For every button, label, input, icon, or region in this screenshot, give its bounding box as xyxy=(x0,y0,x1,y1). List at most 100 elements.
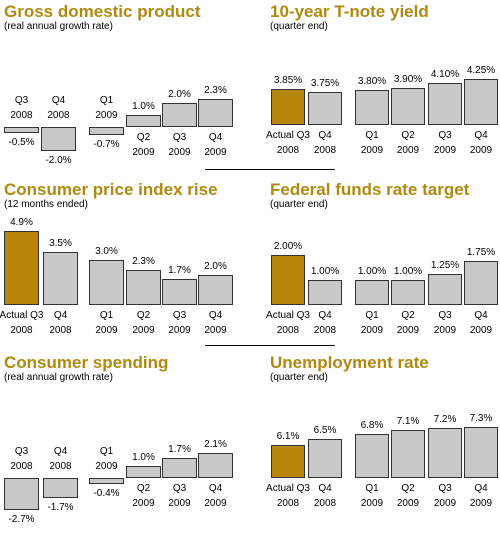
chart-subtitle: (quarter end) xyxy=(270,372,328,383)
data-label: 4.25% xyxy=(466,65,496,76)
data-label: 1.7% xyxy=(168,265,191,276)
data-label: 1.25% xyxy=(430,260,460,271)
bar xyxy=(198,99,233,127)
category-label: Q4 2009 xyxy=(204,310,227,336)
bar xyxy=(428,83,462,125)
chart-subtitle: (quarter end) xyxy=(270,199,328,210)
chart-title: Consumer price index rise xyxy=(4,180,218,199)
chart-subtitle: (real annual growth rate) xyxy=(4,372,113,383)
bar xyxy=(198,275,233,305)
category-label: Q3 2009 xyxy=(168,483,191,509)
chart-subtitle: (12 months ended) xyxy=(4,199,88,210)
category-label: Q4 2009 xyxy=(204,483,227,509)
category-label: Q4 2009 xyxy=(469,130,493,156)
chart-subtitle: (quarter end) xyxy=(270,21,328,32)
bar xyxy=(126,270,161,305)
chart-title: Gross domestic product xyxy=(4,2,201,21)
bar xyxy=(355,434,389,478)
category-label: Q4 2009 xyxy=(469,310,493,336)
data-label: 3.75% xyxy=(310,78,340,89)
data-label: 4.10% xyxy=(430,69,460,80)
category-label: Q1 2009 xyxy=(95,446,118,472)
data-label: 3.90% xyxy=(393,74,423,85)
bar xyxy=(308,280,342,305)
category-label: Q2 2009 xyxy=(396,310,420,336)
data-label: 7.2% xyxy=(433,414,457,425)
category-label: Q4 2008 xyxy=(49,310,72,336)
data-label: 6.1% xyxy=(276,431,300,442)
category-label: Q2 2009 xyxy=(396,130,420,156)
data-label: 3.85% xyxy=(273,75,303,86)
category-label: Q1 2009 xyxy=(95,95,118,121)
data-label: 1.00% xyxy=(393,266,423,277)
bar xyxy=(308,439,342,478)
category-label: Q3 2009 xyxy=(168,310,191,336)
data-label: 1.7% xyxy=(168,444,191,455)
category-label: Q4 2008 xyxy=(49,446,72,472)
category-label: Q2 2009 xyxy=(396,483,420,509)
chart-subtitle: (real annual growth rate) xyxy=(4,21,113,32)
chart-title: Unemployment rate xyxy=(270,353,429,372)
bar xyxy=(391,88,425,125)
bar xyxy=(41,127,76,151)
data-label: -0.7% xyxy=(93,139,120,150)
category-label: Q4 2008 xyxy=(313,310,337,336)
bar xyxy=(4,127,39,133)
bar xyxy=(464,261,498,305)
data-label: 4.9% xyxy=(10,217,33,228)
category-label: Q2 2009 xyxy=(132,310,155,336)
data-label: 7.3% xyxy=(469,413,493,424)
category-label: Q4 2008 xyxy=(47,95,70,121)
category-label: Q4 2008 xyxy=(313,483,337,509)
data-label: 2.0% xyxy=(168,89,191,100)
category-label: Q2 2009 xyxy=(132,132,155,158)
data-label: 1.00% xyxy=(310,266,340,277)
chart-title: Federal funds rate target xyxy=(270,180,470,199)
category-label: Actual Q3 2008 xyxy=(266,130,310,156)
bar xyxy=(162,103,197,127)
data-label: 2.00% xyxy=(273,241,303,252)
bar xyxy=(43,252,78,305)
bar xyxy=(355,280,389,305)
bar xyxy=(428,428,462,478)
category-label: Q3 2009 xyxy=(433,310,457,336)
category-label: Q1 2009 xyxy=(95,310,118,336)
bar xyxy=(428,274,462,305)
data-label: 3.5% xyxy=(49,238,72,249)
bar xyxy=(4,478,39,510)
category-label: Q3 2009 xyxy=(168,132,191,158)
bar xyxy=(464,79,498,125)
data-label: 1.75% xyxy=(466,247,496,258)
data-label: -2.0% xyxy=(45,155,72,166)
bar xyxy=(391,280,425,305)
data-label: -0.5% xyxy=(8,137,35,148)
category-label: Actual Q3 2008 xyxy=(266,483,310,509)
bar xyxy=(89,260,124,305)
data-label: 3.0% xyxy=(95,246,118,257)
bar xyxy=(89,127,124,135)
data-label: 2.3% xyxy=(132,256,155,267)
category-label: Q1 2009 xyxy=(360,310,384,336)
bar xyxy=(4,231,39,305)
chart-title: Consumer spending xyxy=(4,353,169,372)
category-label: Q3 2009 xyxy=(433,483,457,509)
bar xyxy=(271,89,305,125)
bar xyxy=(162,458,197,478)
data-label: 1.0% xyxy=(132,101,155,112)
bar xyxy=(355,90,389,125)
category-label: Q1 2009 xyxy=(360,483,384,509)
bar xyxy=(126,466,161,478)
data-label: 2.0% xyxy=(204,261,227,272)
chart-title: 10-year T-note yield xyxy=(270,2,429,21)
category-label: Q3 2009 xyxy=(433,130,457,156)
data-label: 6.8% xyxy=(360,420,384,431)
data-label: 2.3% xyxy=(204,85,227,96)
bar xyxy=(308,92,342,125)
data-label: 2.1% xyxy=(204,439,227,450)
data-label: 6.5% xyxy=(313,425,337,436)
data-label: -0.4% xyxy=(93,488,120,499)
bar xyxy=(89,478,124,484)
category-label: Q2 2009 xyxy=(132,483,155,509)
section-divider xyxy=(205,169,335,170)
